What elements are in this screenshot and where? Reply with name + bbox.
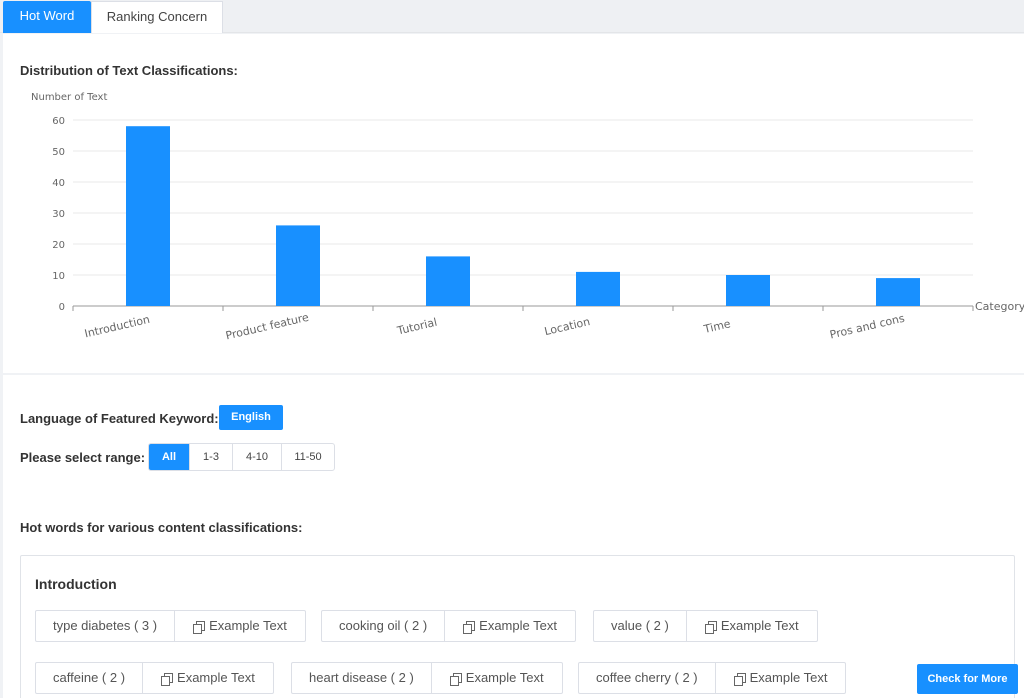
tab-hot-word[interactable]: Hot Word (3, 1, 91, 33)
tab-bar: Hot Word Ranking Concern (0, 0, 1024, 33)
bar[interactable] (576, 271, 620, 306)
keyword-chip: value ( 2 ) Example Text (593, 610, 818, 642)
keyword-chip: coffee cherry ( 2 ) Example Text (578, 662, 847, 694)
category-title: Introduction (35, 576, 117, 592)
distribution-chart: 0 10 20 30 40 50 60 Introduction Product featur… (31, 92, 1024, 343)
bar[interactable] (126, 126, 170, 306)
distribution-panel: Distribution of Text Classifications: 0 1… (3, 34, 1024, 373)
keyword-chip: type diabetes ( 3 ) Example Text (35, 610, 306, 642)
language-label: Language of Featured Keyword: (20, 411, 219, 426)
hotwords-title: Hot words for various content classifica… (20, 520, 303, 535)
keyword-label[interactable]: cooking oil ( 2 ) (339, 618, 428, 633)
y-tick-label: 10 (52, 271, 65, 282)
example-text-button[interactable]: Example Text (685, 611, 817, 641)
range-4-10-button[interactable]: 4-10 (232, 444, 281, 470)
distribution-title: Distribution of Text Classifications: (20, 63, 238, 78)
y-tick-label: 40 (52, 178, 65, 189)
example-text-button[interactable]: Example Text (714, 663, 846, 693)
copy-icon (704, 620, 717, 634)
x-tick-label: Pros and cons (829, 312, 907, 342)
example-text-button[interactable]: Example Text (430, 663, 562, 693)
range-11-50-button[interactable]: 11-50 (281, 444, 334, 470)
y-tick-label: 0 (59, 302, 65, 313)
keyword-label[interactable]: value ( 2 ) (611, 618, 669, 633)
hotword-panel: Language of Featured Keyword: English Pl… (3, 375, 1024, 698)
bar[interactable] (726, 275, 770, 306)
keyword-label[interactable]: caffeine ( 2 ) (53, 670, 126, 685)
example-text-button[interactable]: Example Text (142, 663, 273, 693)
keyword-label[interactable]: coffee cherry ( 2 ) (596, 670, 698, 685)
copy-icon (463, 620, 476, 634)
copy-icon (449, 672, 462, 686)
keyword-label[interactable]: heart disease ( 2 ) (309, 670, 414, 685)
bar[interactable] (426, 256, 470, 306)
x-tick-label: Tutorial (395, 316, 438, 338)
copy-icon (193, 620, 206, 634)
range-1-3-button[interactable]: 1-3 (189, 444, 232, 470)
copy-icon (161, 672, 174, 686)
bar[interactable] (276, 225, 320, 306)
keyword-chip: cooking oil ( 2 ) Example Text (321, 610, 576, 642)
y-tick-label: 20 (52, 240, 65, 251)
x-tick-label: Location (543, 315, 591, 338)
x-tick-label: Introduction (83, 313, 151, 341)
tab-ranking-concern[interactable]: Ranking Concern (91, 1, 223, 33)
x-tick-label: Product feature (224, 311, 310, 343)
bar[interactable] (876, 278, 920, 306)
category-card-introduction: Introduction type diabetes ( 3 ) Example… (20, 555, 1018, 698)
range-all-button[interactable]: All (149, 444, 189, 470)
keyword-label[interactable]: type diabetes ( 3 ) (53, 618, 158, 633)
y-tick-label: 50 (52, 147, 65, 158)
range-label: Please select range: (20, 450, 146, 465)
y-axis-label: Number of Text (31, 92, 107, 103)
y-tick-label: 60 (52, 116, 65, 127)
copy-icon (733, 672, 746, 686)
example-text-button[interactable]: Example Text (174, 611, 305, 641)
check-for-more-button[interactable]: Check for More (917, 664, 1018, 694)
keyword-chip: heart disease ( 2 ) Example Text (291, 662, 563, 694)
y-tick-label: 30 (52, 209, 65, 220)
example-text-button[interactable]: Example Text (444, 611, 575, 641)
x-axis-label: Category (975, 300, 1024, 313)
language-english-button[interactable]: English (219, 405, 283, 430)
x-tick-label: Time (702, 317, 732, 336)
keyword-chip: caffeine ( 2 ) Example Text (35, 662, 274, 694)
range-selector: All 1-3 4-10 11-50 (148, 443, 335, 471)
